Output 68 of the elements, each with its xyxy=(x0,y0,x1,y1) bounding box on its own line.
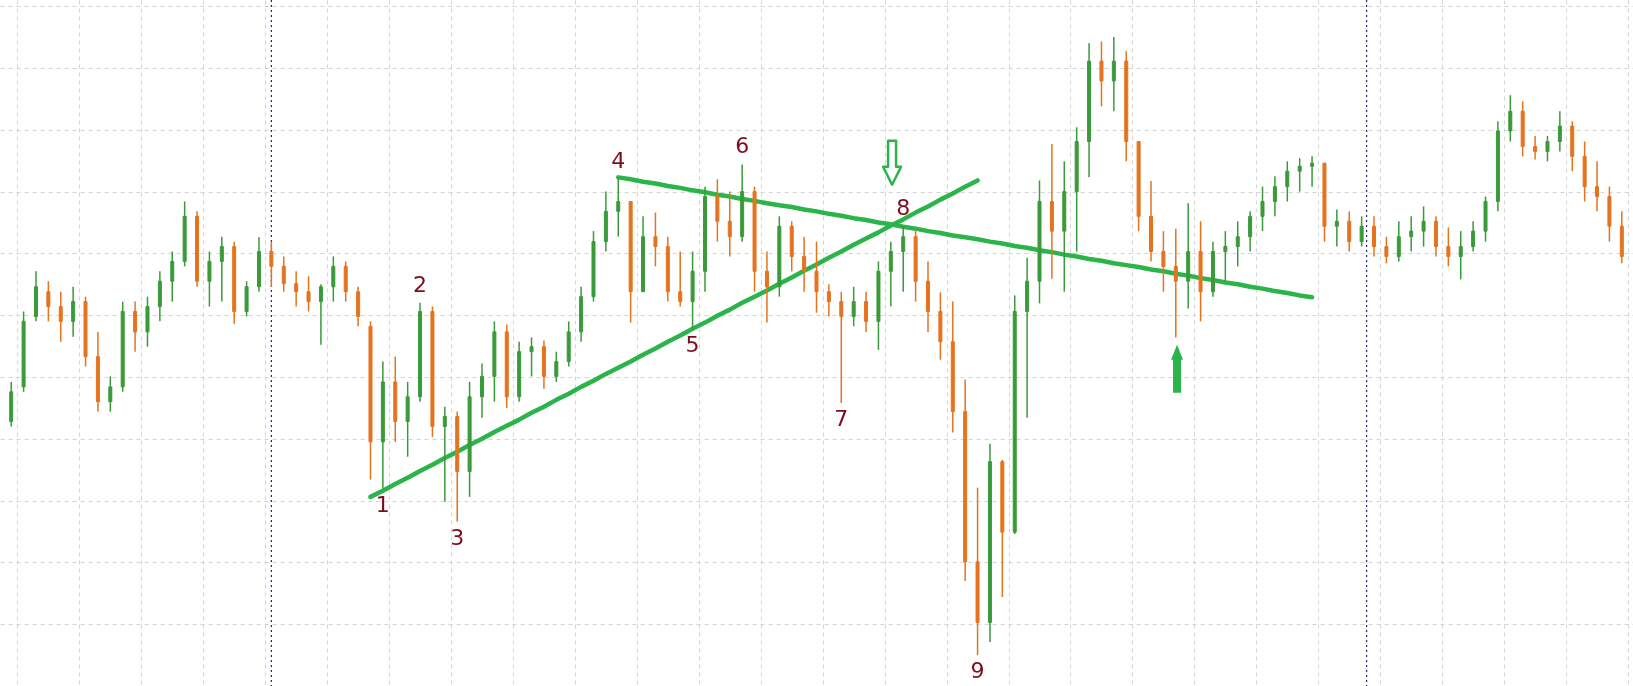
candlestick xyxy=(46,280,51,323)
candlestick xyxy=(207,250,212,308)
candlestick xyxy=(1248,210,1253,253)
annotation: 7 xyxy=(834,405,849,431)
candlestick xyxy=(764,250,769,324)
candlestick xyxy=(814,240,819,314)
candlestick xyxy=(1471,220,1476,253)
candlestick xyxy=(1533,135,1538,161)
candlestick xyxy=(133,300,138,353)
candlestick xyxy=(864,290,869,333)
annotation: 5 xyxy=(685,332,700,358)
candlestick xyxy=(318,283,323,346)
candlestick xyxy=(901,225,906,293)
candlestick xyxy=(306,275,311,313)
candlestick xyxy=(1421,205,1426,248)
candlestick xyxy=(1161,230,1166,293)
candlestick xyxy=(727,190,732,258)
candlestick xyxy=(1111,36,1116,112)
candlestick xyxy=(1099,40,1104,108)
candlestick xyxy=(851,286,856,328)
candlestick xyxy=(294,270,299,308)
candlestick xyxy=(616,177,621,238)
annotation: 1 xyxy=(375,491,390,517)
annotation: 4 xyxy=(611,147,626,173)
candlestick xyxy=(1508,94,1513,143)
candlestick xyxy=(802,235,807,293)
candlestick xyxy=(1310,155,1315,188)
candlestick xyxy=(331,255,336,303)
candlestick xyxy=(653,211,658,268)
candlestick xyxy=(554,350,559,383)
candlestick xyxy=(1272,175,1277,218)
candlestick xyxy=(1235,220,1240,268)
candlestick xyxy=(1396,220,1401,263)
candlestick xyxy=(108,375,113,413)
candlestick xyxy=(1446,226,1451,268)
candlestick xyxy=(1595,160,1600,213)
candlestick xyxy=(1347,210,1352,253)
candlestick xyxy=(1458,230,1463,281)
candlestick xyxy=(219,235,224,303)
candlestick xyxy=(1334,208,1339,248)
candlestick xyxy=(1409,215,1414,253)
candlestick xyxy=(1173,227,1178,339)
candlestick xyxy=(1285,160,1290,203)
candlestick xyxy=(1557,110,1562,153)
candlestick xyxy=(58,290,63,343)
candlestick xyxy=(826,283,831,318)
candlestick xyxy=(678,250,683,308)
candlestick xyxy=(71,286,76,338)
candlestick xyxy=(1372,215,1377,258)
candlestick xyxy=(888,240,893,308)
candlestick xyxy=(269,240,274,288)
candlestick xyxy=(529,336,534,378)
candlestick xyxy=(281,255,286,293)
annotation: 3 xyxy=(450,524,465,550)
candlestick xyxy=(479,362,484,419)
candlestick xyxy=(170,250,175,303)
candlestick xyxy=(1384,235,1389,265)
annotation: 8 xyxy=(896,195,911,221)
candlestick xyxy=(839,290,844,404)
annotation: 6 xyxy=(735,133,750,159)
candlestick xyxy=(1297,157,1302,193)
candlestick xyxy=(1260,185,1265,232)
candlestick xyxy=(1545,135,1550,163)
annotation: 9 xyxy=(970,658,985,684)
candlestick xyxy=(1359,215,1364,248)
annotation: 2 xyxy=(413,271,428,297)
candlestick xyxy=(1223,230,1228,282)
candlestick xyxy=(442,405,447,503)
